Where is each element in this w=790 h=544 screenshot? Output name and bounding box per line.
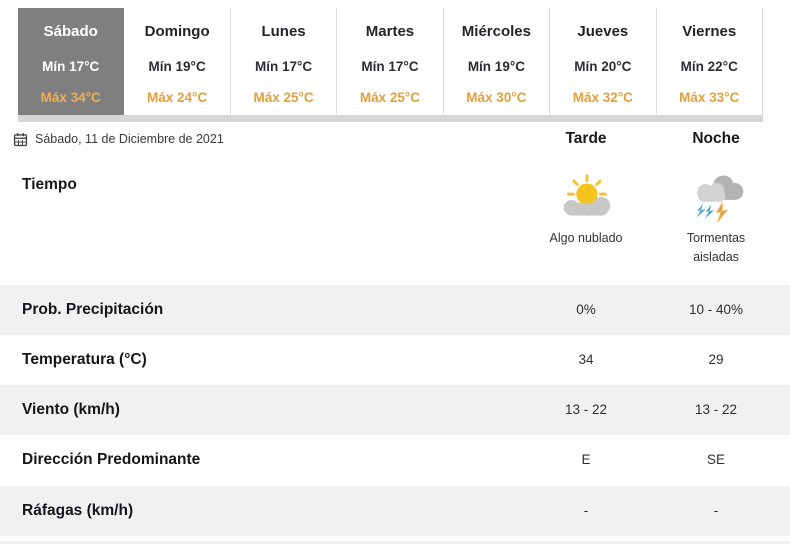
day-tab-sabado[interactable]: Sábado Mín 17°C Máx 34°C <box>18 8 125 115</box>
weather-caption-text: Tormentas aisladas <box>686 231 746 264</box>
tab-day-label: Domingo <box>144 23 210 40</box>
tab-day-label: Martes <box>365 23 415 40</box>
tab-max-temp: Máx 25°C <box>359 90 421 105</box>
tab-min-temp: Mín 19°C <box>148 59 206 74</box>
row-value-tarde: 0% <box>576 302 596 317</box>
tab-day-label: Viernes <box>682 23 737 40</box>
storm-lightning-icon <box>651 170 781 226</box>
weather-caption-text: Algo nublado <box>549 231 623 245</box>
row-value-tarde: E <box>581 452 591 467</box>
row-label: Temperatura (°C) <box>22 351 147 368</box>
table-row-direccion: Dirección Predominante E SE <box>0 435 790 485</box>
table-row-rafagas: Ráfagas (km/h) - - <box>0 486 790 536</box>
tab-day-label: Sábado <box>43 23 98 40</box>
row-label: Viento (km/h) <box>22 401 120 418</box>
tab-min-temp: Mín 17°C <box>254 59 313 74</box>
day-tab-martes[interactable]: Martes Mín 17°C Máx 25°C <box>337 8 444 115</box>
tab-max-temp: Máx 34°C <box>40 90 101 105</box>
tab-min-temp: Mín 22°C <box>680 59 738 74</box>
tab-min-temp: Mín 19°C <box>467 59 525 74</box>
tab-min-temp: Mín 17°C <box>42 59 100 74</box>
tab-max-temp: Máx 24°C <box>147 90 208 105</box>
next-row-peek <box>0 541 790 544</box>
tab-day-label: Miércoles <box>461 23 531 40</box>
selected-date: Sábado, 11 de Diciembre de 2021 <box>12 129 224 149</box>
calendar-icon <box>12 131 29 148</box>
row-value-tarde: 13 - 22 <box>564 402 608 417</box>
column-header-noche: Noche <box>692 130 740 147</box>
selected-date-label: Sábado, 11 de Diciembre de 2021 <box>35 132 224 146</box>
tab-max-temp: Máx 32°C <box>572 90 633 105</box>
table-row-viento: Viento (km/h) 13 - 22 13 - 22 <box>0 385 790 435</box>
tab-max-temp: Máx 25°C <box>253 90 314 105</box>
row-label: Dirección Predominante <box>22 451 201 468</box>
tab-max-temp: Máx 30°C <box>466 90 527 105</box>
tab-max-temp: Máx 33°C <box>679 90 740 105</box>
weather-caption-tarde: Algo nublado <box>521 229 651 248</box>
row-value-noche: - <box>713 503 719 518</box>
day-tab-bar: Sábado Mín 17°C Máx 34°C Domingo Mín 19°… <box>18 8 763 115</box>
tabbar-separator <box>18 115 763 122</box>
row-value-noche: 29 <box>708 352 724 367</box>
tab-min-temp: Mín 17°C <box>361 59 419 74</box>
tab-min-temp: Mín 20°C <box>574 59 632 74</box>
row-value-tarde: - <box>583 503 589 518</box>
row-label: Ráfagas (km/h) <box>22 502 134 519</box>
tab-day-label: Lunes <box>261 23 306 40</box>
column-header-tarde: Tarde <box>565 130 607 147</box>
sun-behind-cloud-icon <box>521 170 651 226</box>
tiempo-section-label: Tiempo <box>22 176 77 193</box>
day-tab-viernes[interactable]: Viernes Mín 22°C Máx 33°C <box>656 8 763 115</box>
table-row-temperatura: Temperatura (°C) 34 29 <box>0 335 790 385</box>
day-tab-lunes[interactable]: Lunes Mín 17°C Máx 25°C <box>230 8 338 115</box>
table-row-precipitacion: Prob. Precipitación 0% 10 - 40% <box>0 285 790 335</box>
day-tab-domingo[interactable]: Domingo Mín 19°C Máx 24°C <box>124 8 231 115</box>
day-tab-miercoles[interactable]: Miércoles Mín 19°C Máx 30°C <box>443 8 551 115</box>
tab-day-label: Jueves <box>577 23 629 40</box>
row-value-tarde: 34 <box>578 352 594 367</box>
row-value-noche: 10 - 40% <box>688 302 744 317</box>
weather-caption-noche: Tormentas aisladas <box>651 229 781 267</box>
row-label: Prob. Precipitación <box>22 301 164 318</box>
day-tab-jueves[interactable]: Jueves Mín 20°C Máx 32°C <box>550 8 657 115</box>
row-value-noche: 13 - 22 <box>694 402 738 417</box>
row-value-noche: SE <box>706 452 725 467</box>
